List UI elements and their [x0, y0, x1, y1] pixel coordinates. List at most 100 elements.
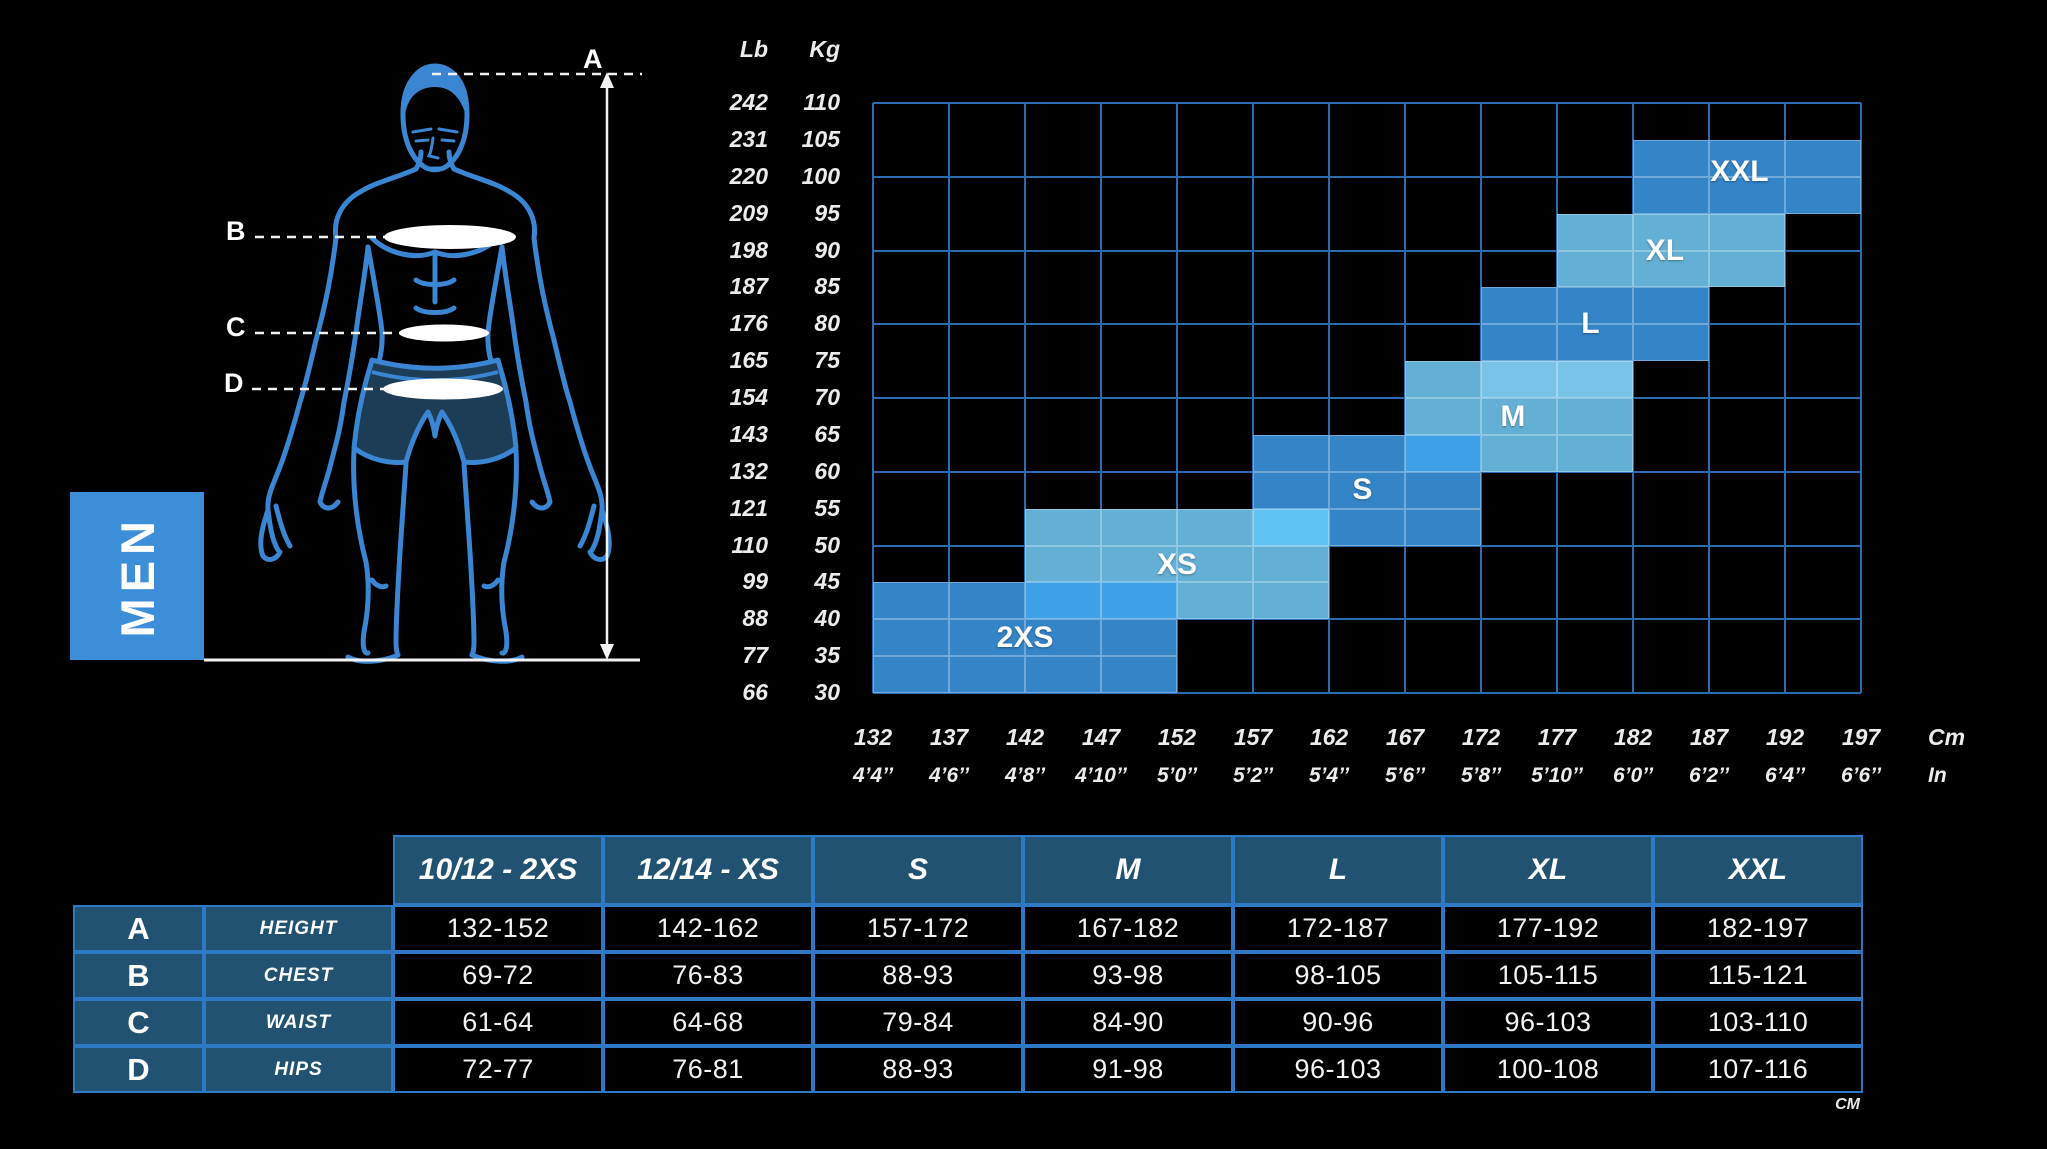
table-col-header: 12/14 - XS	[603, 835, 813, 905]
table-value-cell: 115-121	[1653, 952, 1863, 999]
table-col-header: L	[1233, 835, 1443, 905]
weight-kg-value: 70	[814, 384, 840, 410]
table-col-header: XXL	[1653, 835, 1863, 905]
table-value-cell: 72-77	[393, 1046, 603, 1093]
grid-hline	[873, 249, 1861, 252]
table-value-cell: 103-110	[1653, 999, 1863, 1046]
size-cell-medium	[1633, 324, 1709, 362]
table-value-cell: 107-116	[1653, 1046, 1863, 1093]
height-in-value: 5’6’’	[1384, 764, 1426, 787]
height-cm-value: 147	[1081, 724, 1121, 750]
weight-kg-value: 45	[814, 568, 840, 595]
face-details	[411, 127, 459, 170]
size-cell-cyan	[1253, 508, 1329, 546]
measure-dashed-lines	[252, 72, 642, 391]
weight-lb-value: 220	[729, 162, 768, 189]
size-cell-light	[1177, 582, 1253, 620]
size-cell-bright_light	[1481, 361, 1557, 398]
weight-lb-value: 242	[729, 89, 768, 115]
weight-lb-value: 231	[729, 125, 768, 152]
height-in-value: 5’0’’	[1156, 764, 1198, 787]
table-value-cell: 90-96	[1233, 999, 1443, 1046]
weight-kg-value: 75	[814, 347, 840, 374]
size-cell-medium	[1101, 619, 1177, 657]
size-cell-medium	[1633, 287, 1709, 325]
size-cell-medium	[1329, 434, 1405, 472]
size-cell-light	[1557, 250, 1633, 288]
table-row-label: HIPS	[204, 1046, 393, 1093]
size-cell-bright_light	[1557, 361, 1633, 398]
size-cell-medium	[949, 582, 1025, 620]
height-cm-value: 192	[1765, 724, 1805, 750]
size-cell-bright	[1101, 582, 1177, 620]
size-cell-medium	[873, 656, 949, 693]
weight-kg-value: 35	[814, 642, 840, 669]
weight-lb-value: 198	[729, 236, 768, 263]
size-cell-light	[1557, 398, 1633, 435]
table-value-cell: 93-98	[1023, 952, 1233, 999]
table-row-letter: D	[73, 1046, 204, 1093]
marker-a: A	[583, 44, 603, 74]
size-cell-light	[1481, 434, 1557, 472]
table-value-cell: 84-90	[1023, 999, 1233, 1046]
height-in-value: 6’4’’	[1764, 764, 1806, 787]
size-cell-light	[1557, 213, 1633, 251]
weight-kg-value: 100	[801, 162, 840, 189]
weight-kg-value: 50	[814, 531, 840, 558]
size-region-label: XS	[1156, 547, 1198, 581]
size-cell-light	[1253, 582, 1329, 620]
table-value-cell: 157-172	[813, 905, 1023, 952]
weight-kg-value: 110	[803, 89, 840, 115]
weight-kg-value: 60	[814, 457, 840, 484]
height-cm-value: 162	[1309, 724, 1349, 750]
height-cm-value: 172	[1461, 724, 1501, 750]
table-value-cell: 132-152	[393, 905, 603, 952]
height-in-value: 4’8’’	[1004, 764, 1046, 787]
table-value-cell: 105-115	[1443, 952, 1653, 999]
marker-b: B	[226, 216, 246, 246]
weight-lb-value: 66	[742, 679, 768, 705]
size-cell-medium	[873, 582, 949, 620]
size-cell-medium	[873, 619, 949, 657]
men-banner: MEN	[70, 492, 204, 660]
weight-lb-value: 165	[729, 347, 768, 374]
size-cell-medium	[1025, 619, 1101, 657]
height-cm-value: 157	[1233, 724, 1273, 750]
grid-hline	[873, 618, 1861, 621]
grid-vline	[1860, 103, 1862, 693]
hair	[400, 64, 470, 120]
size-cell-medium	[1025, 656, 1101, 693]
height-in-value: 6’2’’	[1688, 764, 1730, 787]
size-cell-light	[1481, 398, 1557, 435]
height-cm-value: 177	[1537, 724, 1577, 750]
height-in-value: 5’2’’	[1232, 764, 1274, 787]
weight-lb-value: 88	[742, 605, 768, 632]
height-in-value: 5’8’’	[1460, 764, 1502, 787]
weight-kg-value: 85	[814, 273, 840, 300]
size-cell-light	[1633, 250, 1709, 288]
height-arrow	[600, 72, 614, 660]
size-cell-medium	[1253, 434, 1329, 472]
height-in-value: 5’4’’	[1308, 764, 1350, 787]
height-cm-value: 187	[1689, 724, 1729, 750]
table-col-header: M	[1023, 835, 1233, 905]
size-cell-light	[1101, 545, 1177, 583]
weight-kg-value: 90	[814, 236, 840, 263]
size-cell-bright	[1025, 582, 1101, 620]
grid-hline	[873, 175, 1861, 178]
measure-ellipses	[383, 225, 516, 400]
table-col-header: XL	[1443, 835, 1653, 905]
weight-unit-lb: Lb	[739, 36, 768, 62]
size-cell-medium	[1329, 471, 1405, 509]
size-cell-light	[1709, 250, 1785, 288]
size-cell-medium	[1101, 656, 1177, 693]
table-col-header: 10/12 - 2XS	[393, 835, 603, 905]
weight-kg-value: 40	[814, 605, 840, 632]
table-value-cell: 64-68	[603, 999, 813, 1046]
size-cell-medium	[1633, 139, 1709, 177]
size-cell-medium	[1481, 324, 1557, 362]
size-cell-light	[1177, 545, 1253, 583]
table-value-cell: 61-64	[393, 999, 603, 1046]
size-region-label: 2XS	[996, 621, 1054, 655]
table-value-cell: 69-72	[393, 952, 603, 999]
